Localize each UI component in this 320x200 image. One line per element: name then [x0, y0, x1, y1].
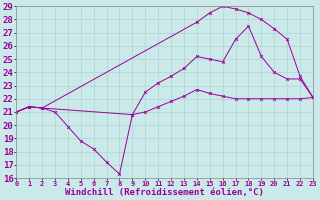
X-axis label: Windchill (Refroidissement éolien,°C): Windchill (Refroidissement éolien,°C): [65, 188, 264, 197]
